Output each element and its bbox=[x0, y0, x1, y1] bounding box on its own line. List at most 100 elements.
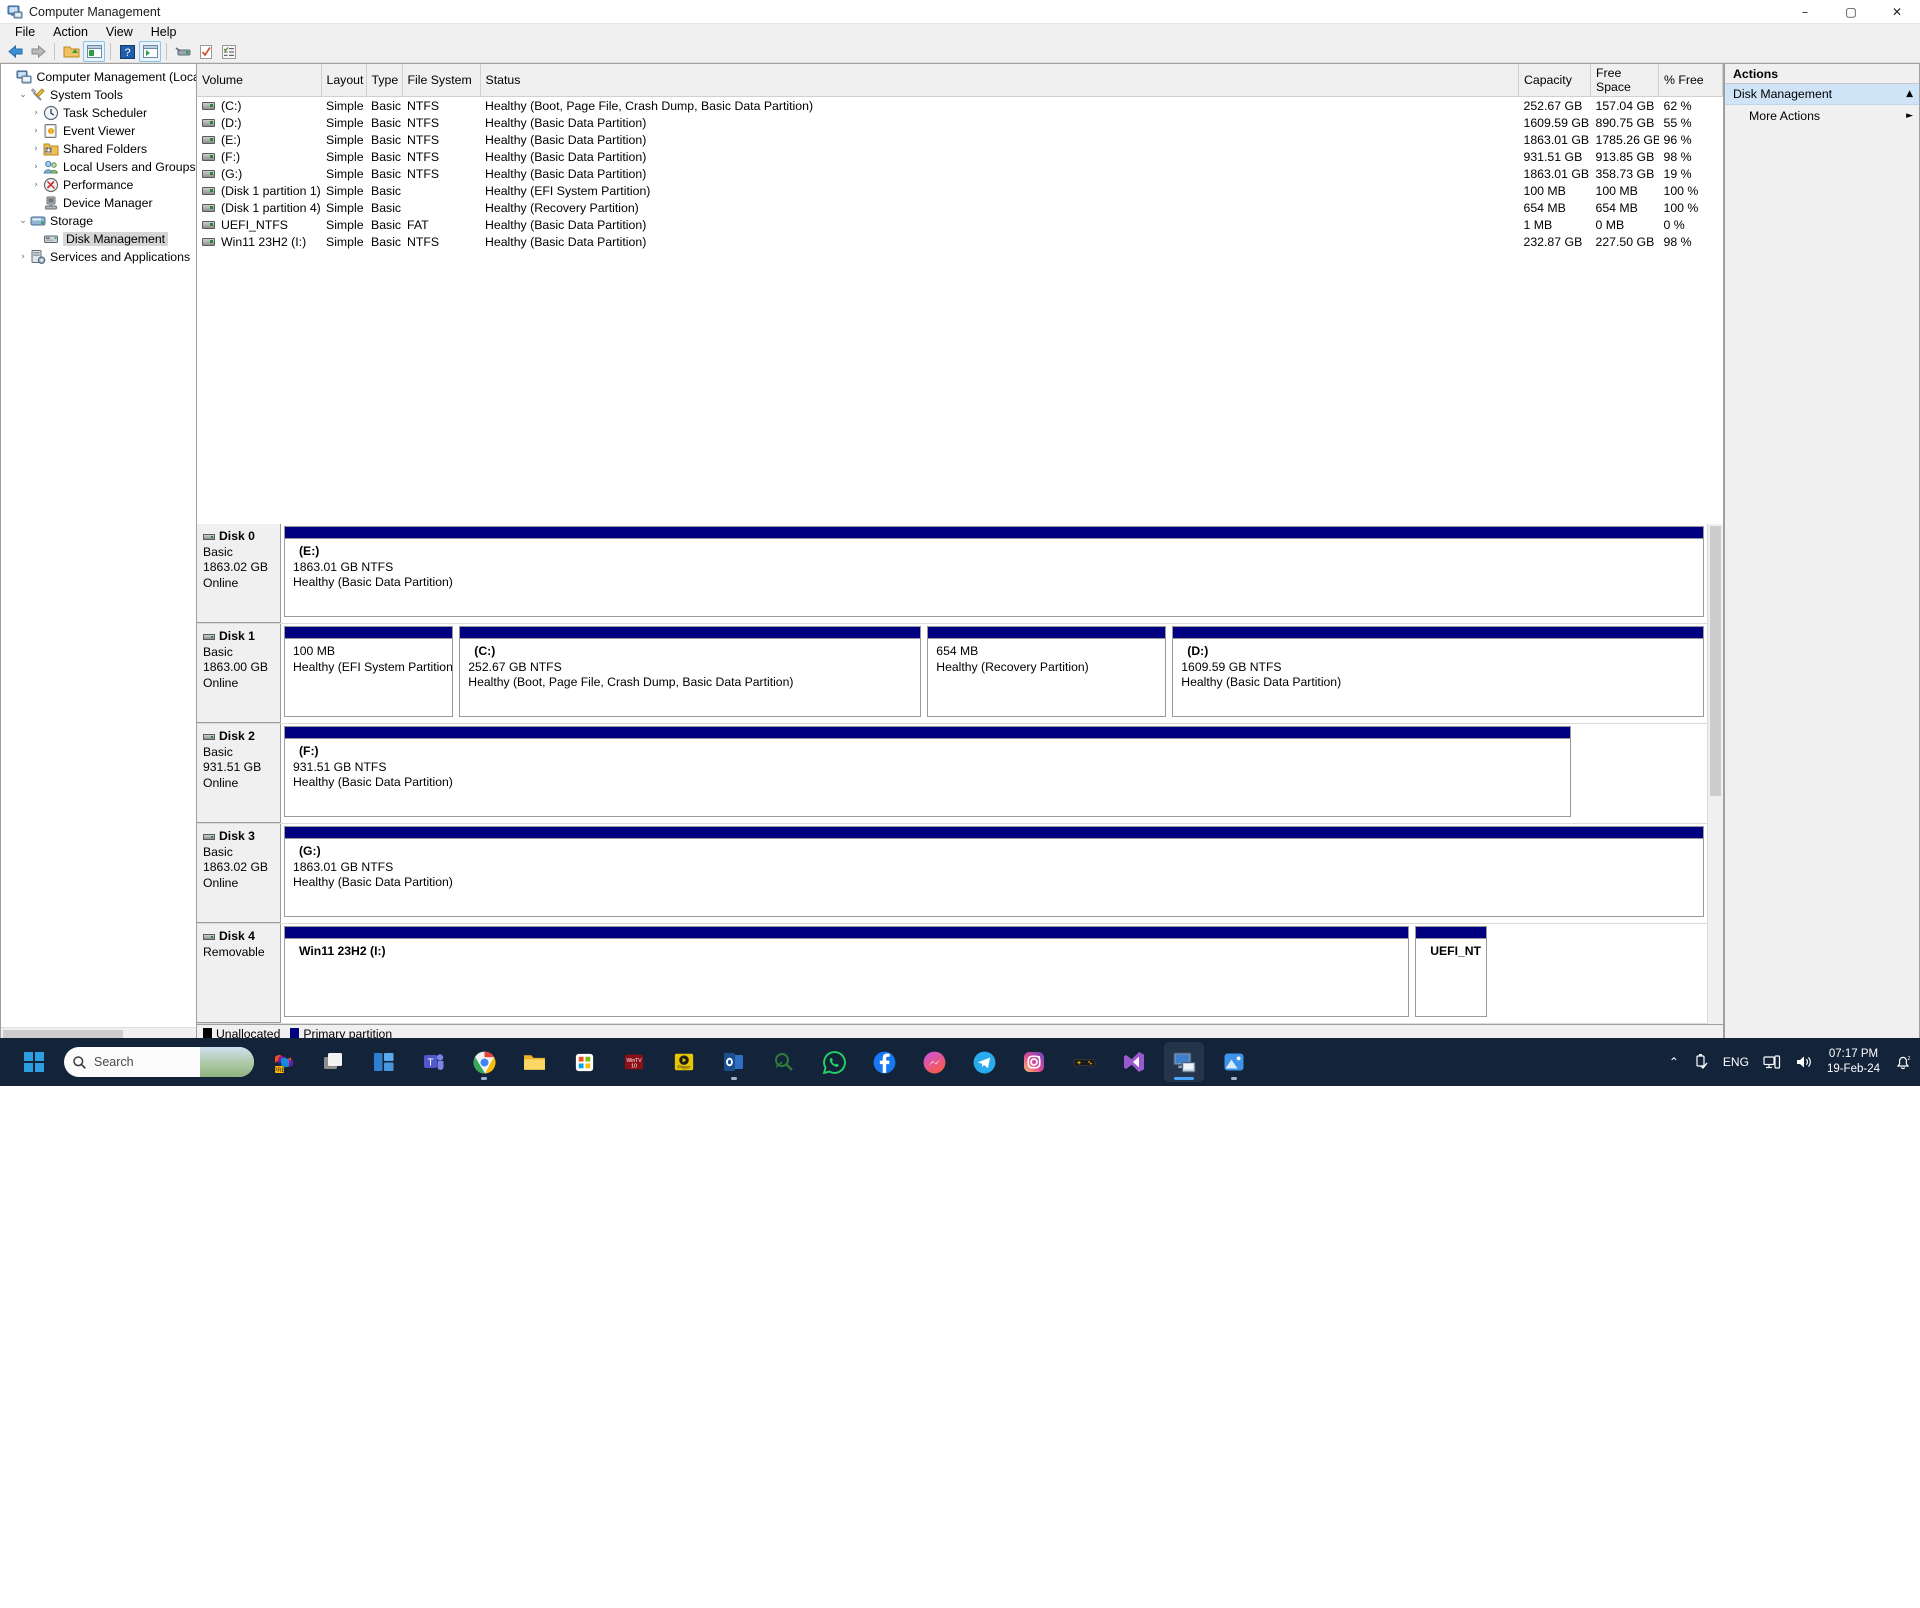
file-explorer-icon[interactable] bbox=[514, 1042, 554, 1082]
col-volume[interactable]: Volume bbox=[197, 64, 322, 97]
sidebar-item-task-scheduler[interactable]: › Task Scheduler bbox=[1, 104, 196, 122]
tree-expander-icon[interactable]: ⌄ bbox=[19, 90, 27, 100]
minimize-button[interactable]: – bbox=[1802, 4, 1808, 19]
disk-info-panel[interactable]: Disk 4 Removable bbox=[197, 924, 281, 1023]
forward-icon[interactable] bbox=[27, 41, 49, 62]
computer-management-taskbar-icon[interactable] bbox=[1164, 1042, 1204, 1082]
partition-block[interactable]: (G:) 1863.01 GB NTFS Healthy (Basic Data P… bbox=[284, 826, 1704, 917]
partition-block[interactable]: 100 MB Healthy (EFI System Partition) bbox=[284, 626, 454, 717]
disk-info-panel[interactable]: Disk 3 Basic 1863.02 GB Online bbox=[197, 824, 281, 923]
partition-block[interactable] bbox=[1493, 926, 1704, 1017]
sidebar-item-storage[interactable]: ⌄ Storage bbox=[1, 212, 196, 230]
messenger-icon[interactable] bbox=[914, 1042, 954, 1082]
tree-expander-icon[interactable]: › bbox=[34, 144, 38, 154]
disk-info-panel[interactable]: Disk 1 Basic 1863.00 GB Online bbox=[197, 624, 281, 723]
actions-group-disk-management[interactable]: Disk Management ▲ bbox=[1725, 84, 1919, 105]
instagram-icon[interactable] bbox=[1014, 1042, 1054, 1082]
partition-block[interactable]: Win11 23H2 (I:) bbox=[284, 926, 1410, 1017]
menu-view[interactable]: View bbox=[105, 25, 133, 39]
usb-eject-icon[interactable] bbox=[1693, 1053, 1709, 1071]
volume-list[interactable]: Volume Layout Type File System Status Ca… bbox=[196, 64, 1724, 524]
table-row[interactable]: (C:) Simple Basic NTFS Healthy (Boot, Page F… bbox=[197, 97, 1723, 115]
partition-block[interactable]: (C:) 252.67 GB NTFS Healthy (Boot, Page Fi… bbox=[459, 626, 922, 717]
copilot-icon[interactable]: PRE bbox=[264, 1042, 304, 1082]
tray-chevron-up-icon[interactable]: ⌃ bbox=[1668, 1055, 1679, 1069]
sidebar-item-event-viewer[interactable]: ›! Event Viewer bbox=[1, 122, 196, 140]
col-capacity[interactable]: Capacity bbox=[1518, 64, 1591, 97]
wintv-icon[interactable]: WinTV 10 bbox=[614, 1042, 654, 1082]
sidebar-item-device-manager[interactable]: Device Manager bbox=[1, 194, 196, 212]
partition-block[interactable] bbox=[1577, 726, 1704, 817]
table-row[interactable]: (F:) Simple Basic NTFS Healthy (Basic Data P… bbox=[197, 148, 1723, 165]
sidebar-item-computer-management-local[interactable]: Computer Management (Local bbox=[1, 68, 196, 86]
table-row[interactable]: UEFI_NTFS Simple Basic FAT Healthy (Basic Da… bbox=[197, 216, 1723, 233]
facebook-icon[interactable] bbox=[864, 1042, 904, 1082]
show-hide-console-tree-icon[interactable] bbox=[83, 41, 105, 62]
disk-info-panel[interactable]: Disk 0 Basic 1863.02 GB Online bbox=[197, 524, 281, 623]
menu-file[interactable]: File bbox=[15, 25, 36, 39]
back-icon[interactable] bbox=[4, 41, 26, 62]
visual-studio-icon[interactable] bbox=[1114, 1042, 1154, 1082]
sidebar-item-disk-management[interactable]: Disk Management bbox=[1, 230, 196, 248]
search-app-icon[interactable] bbox=[764, 1042, 804, 1082]
col-status[interactable]: Status bbox=[480, 64, 1519, 97]
microsoft-store-icon[interactable] bbox=[564, 1042, 604, 1082]
col-file-system[interactable]: File System bbox=[402, 64, 481, 97]
graphical-view-vertical-scrollbar[interactable] bbox=[1707, 524, 1723, 1024]
col-free-space[interactable]: Free Space bbox=[1590, 64, 1659, 97]
col-type[interactable]: Type bbox=[366, 64, 403, 97]
help-icon[interactable]: ? bbox=[116, 41, 138, 62]
partition-block[interactable]: (E:) 1863.01 GB NTFS Healthy (Basic Data P… bbox=[284, 526, 1704, 617]
language-indicator[interactable]: ENG bbox=[1722, 1055, 1749, 1069]
up-folder-icon[interactable] bbox=[60, 41, 82, 62]
table-row[interactable]: (E:) Simple Basic NTFS Healthy (Basic Data P… bbox=[197, 131, 1723, 148]
tree-expander-icon[interactable]: › bbox=[34, 108, 38, 118]
sidebar-item-shared-folders[interactable]: › 23 Shared Folders bbox=[1, 140, 196, 158]
list-view-icon[interactable] bbox=[218, 41, 240, 62]
menu-action[interactable]: Action bbox=[53, 25, 88, 39]
photos-icon[interactable] bbox=[1214, 1042, 1254, 1082]
table-row[interactable]: (D:) Simple Basic NTFS Healthy (Basic Data P… bbox=[197, 114, 1723, 131]
tree-expander-icon[interactable]: › bbox=[21, 252, 25, 262]
table-row[interactable]: (G:) Simple Basic NTFS Healthy (Basic Data P… bbox=[197, 165, 1723, 182]
sidebar-item-system-tools[interactable]: ⌄ System Tools bbox=[1, 86, 196, 104]
partition-block[interactable]: 654 MB Healthy (Recovery Partition) bbox=[927, 626, 1167, 717]
network-icon[interactable] bbox=[1763, 1054, 1781, 1070]
sidebar-item-services-and-applications[interactable]: › Services and Applications bbox=[1, 248, 196, 266]
graphical-view-scroll-thumb[interactable] bbox=[1710, 526, 1721, 796]
tree-expander-icon[interactable]: › bbox=[34, 162, 38, 172]
partition-block[interactable]: (D:) 1609.59 GB NTFS Healthy (Basic Data P… bbox=[1172, 626, 1704, 717]
widgets-icon[interactable] bbox=[364, 1042, 404, 1082]
tree-expander-icon[interactable]: › bbox=[34, 180, 38, 190]
tree-expander-icon[interactable]: › bbox=[34, 126, 38, 136]
telegram-icon[interactable] bbox=[964, 1042, 1004, 1082]
partition-block[interactable]: UEFI_NT bbox=[1415, 926, 1488, 1017]
sidebar-item-local-users-and-groups[interactable]: › Local Users and Groups bbox=[1, 158, 196, 176]
teams-icon[interactable]: T bbox=[414, 1042, 454, 1082]
col-layout[interactable]: Layout bbox=[321, 64, 367, 97]
disk-info-panel[interactable]: Disk 2 Basic 931.51 GB Online bbox=[197, 724, 281, 823]
action-more-actions[interactable]: More Actions ► bbox=[1725, 105, 1919, 126]
col-percent-free[interactable]: % Free bbox=[1658, 64, 1723, 97]
rescan-disks-icon[interactable] bbox=[172, 41, 194, 62]
close-button[interactable]: ✕ bbox=[1891, 4, 1903, 19]
gamepad-icon[interactable] bbox=[1064, 1042, 1104, 1082]
properties-icon[interactable] bbox=[195, 41, 217, 62]
table-row[interactable]: (Disk 1 partition 4) Simple Basic Healthy (… bbox=[197, 199, 1723, 216]
notification-bell-icon[interactable]: z bbox=[1894, 1053, 1912, 1071]
media-player-icon[interactable]: Player bbox=[664, 1042, 704, 1082]
sidebar-item-performance[interactable]: › Performance bbox=[1, 176, 196, 194]
chrome-icon[interactable] bbox=[464, 1042, 504, 1082]
whatsapp-icon[interactable] bbox=[814, 1042, 854, 1082]
tree-expander-icon[interactable]: ⌄ bbox=[19, 216, 27, 226]
table-row[interactable]: Win11 23H2 (I:) Simple Basic NTFS Healthy (B… bbox=[197, 233, 1723, 250]
show-hide-action-pane-icon[interactable] bbox=[139, 41, 161, 62]
start-button[interactable] bbox=[14, 1042, 54, 1082]
table-row[interactable]: (Disk 1 partition 1) Simple Basic Healthy (… bbox=[197, 182, 1723, 199]
volume-icon[interactable] bbox=[1795, 1054, 1813, 1070]
outlook-icon[interactable] bbox=[714, 1042, 754, 1082]
taskbar-search-box[interactable]: Search bbox=[64, 1047, 254, 1077]
partition-block[interactable]: (F:) 931.51 GB NTFS Healthy (Basic Data Pa… bbox=[284, 726, 1571, 817]
taskbar-clock[interactable]: 07:17 PM 19-Feb-24 bbox=[1827, 1047, 1880, 1077]
maximize-button[interactable]: ▢ bbox=[1845, 4, 1857, 19]
